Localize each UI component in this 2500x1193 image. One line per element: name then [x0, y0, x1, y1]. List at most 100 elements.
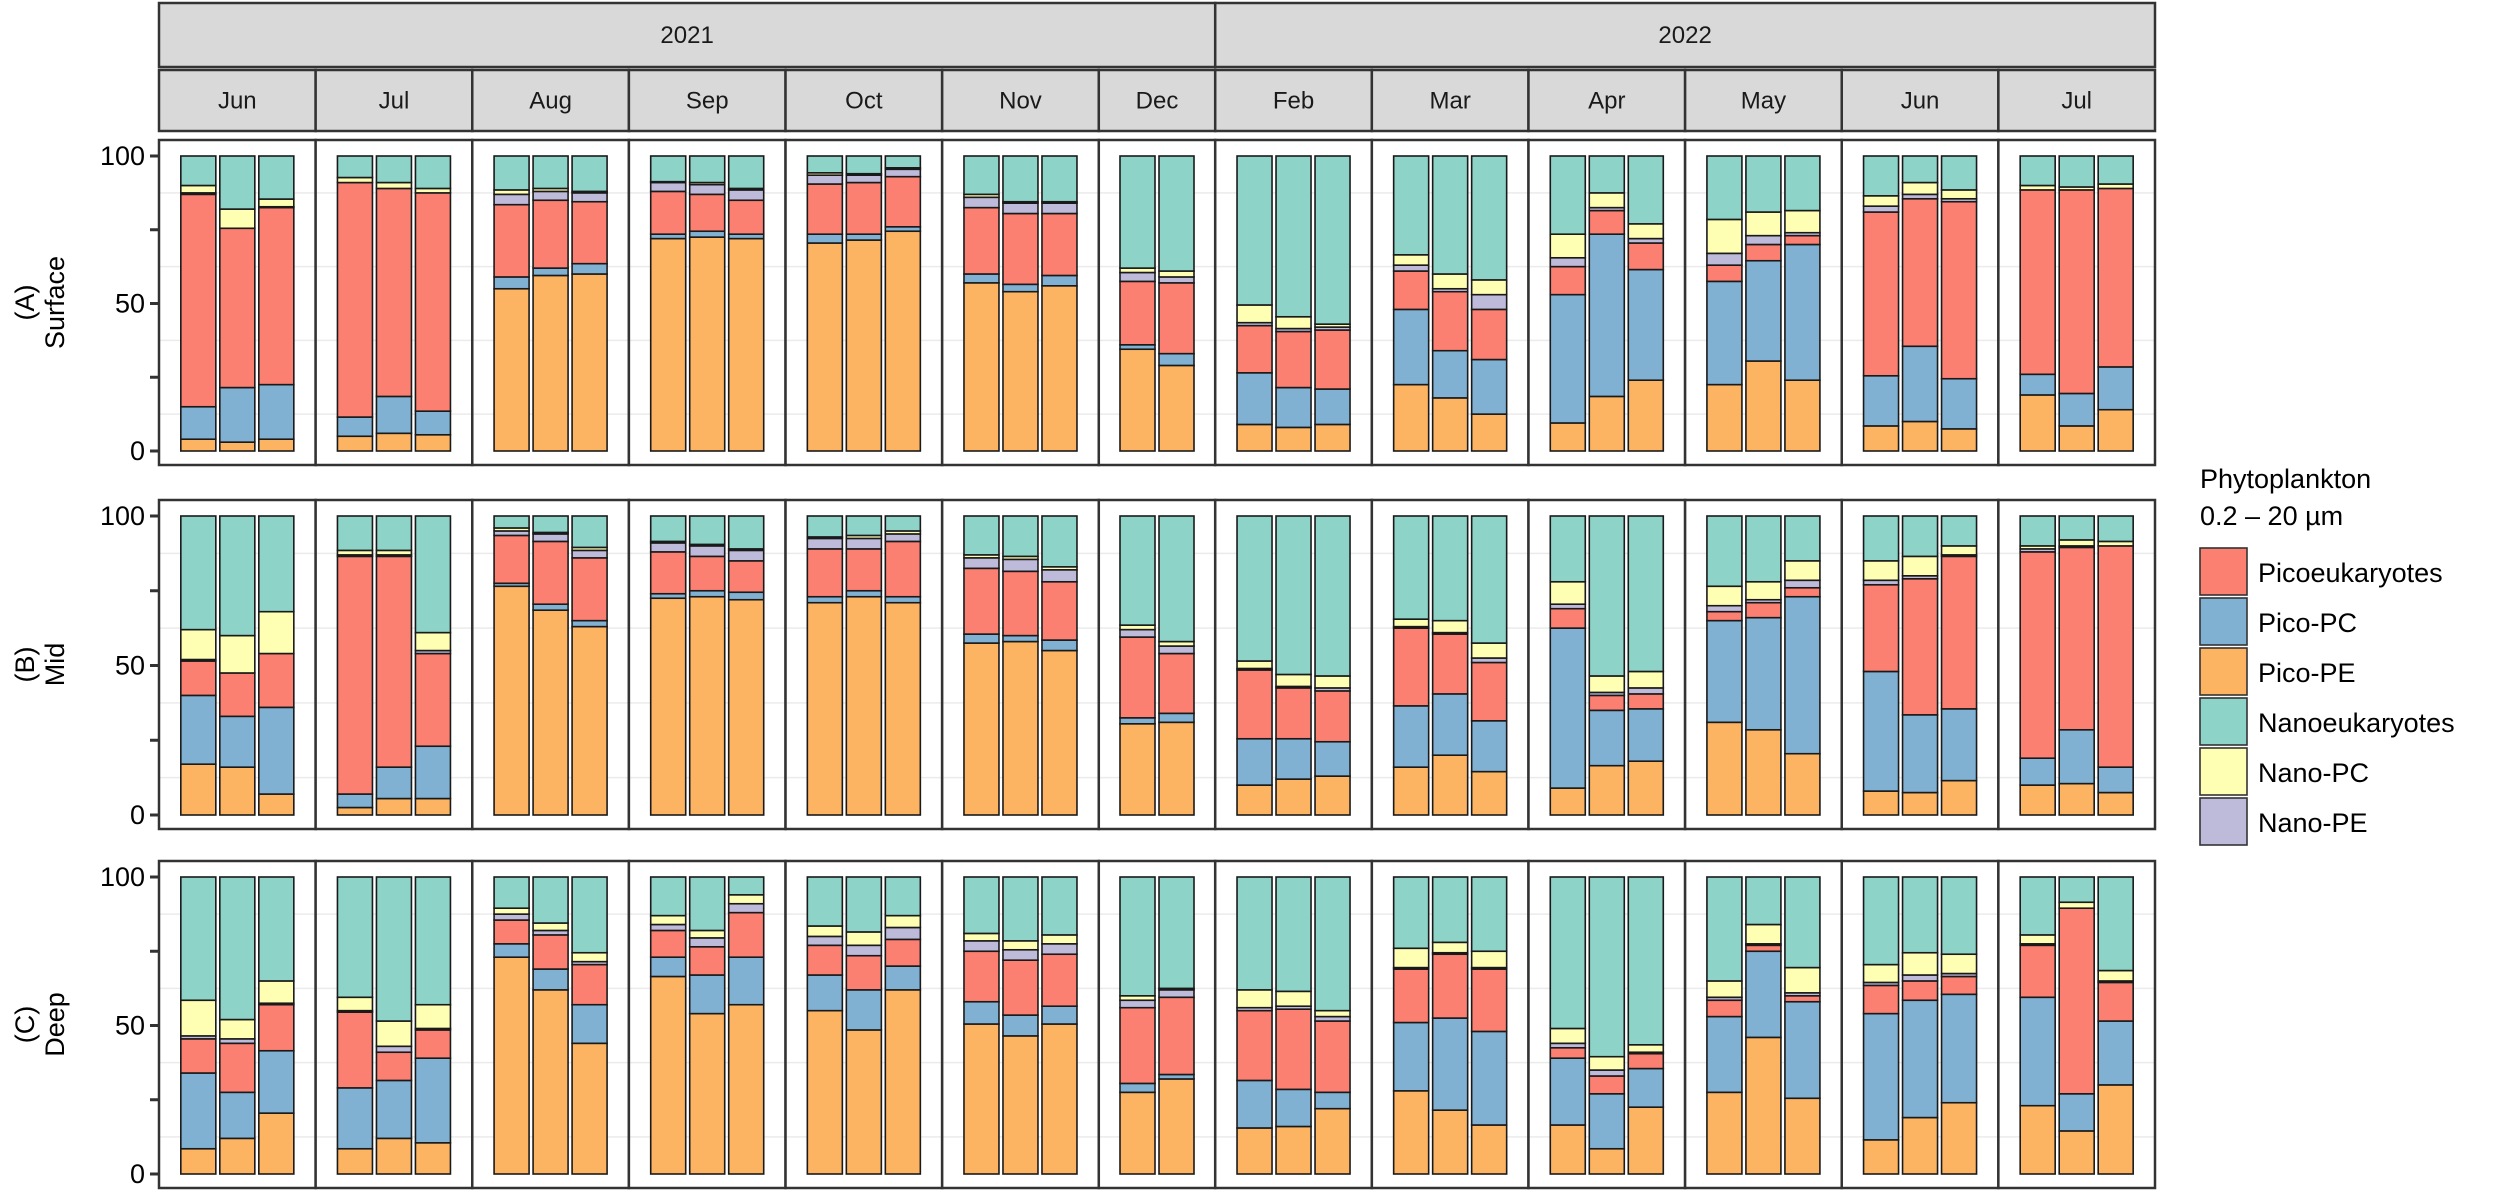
bar-segment-nano-pc	[1236, 660, 1273, 670]
bar-segment-pico-pe	[1784, 752, 1821, 816]
bar	[1901, 876, 1939, 1175]
bar-segment-pico-pe	[1470, 1124, 1508, 1175]
bar-segment-nanoeukaryotes	[336, 155, 374, 179]
y-tick-label: 0	[130, 800, 145, 830]
bar-segment-pico-pe	[1431, 397, 1469, 452]
bar-segment-nanoeukaryotes	[2019, 515, 2056, 547]
bar-segment-pico-pe	[1392, 766, 1430, 816]
bar	[1119, 155, 1156, 452]
bar-segment-nano-pe	[532, 533, 569, 543]
panel-jun	[1840, 859, 2000, 1190]
panel-bg	[1098, 861, 1216, 1188]
bar-segment-pico-pc	[493, 943, 530, 958]
bar	[1002, 876, 1039, 1175]
bar-segment-nanoeukaryotes	[845, 876, 883, 933]
month-strip: Feb	[1213, 68, 1374, 133]
bar-segment-pico-pc	[1392, 705, 1430, 768]
bar-segment-pico-pc	[1431, 693, 1469, 757]
bar-segment-pico-pe	[1549, 1124, 1587, 1175]
bar-segment-picoeukaryotes	[336, 555, 374, 795]
bar-segment-pico-pe	[180, 1147, 217, 1175]
bar-segment-pico-pc	[2097, 1020, 2134, 1086]
month-strip-bg	[1527, 68, 1687, 133]
bar-segment-nano-pe	[649, 542, 687, 553]
bar-segment-pico-pc	[1549, 293, 1587, 424]
bar-segment-nanoeukaryotes	[2058, 515, 2095, 541]
bar-segment-pico-pc	[727, 591, 765, 601]
bar	[649, 515, 687, 816]
bar-segment-nanoeukaryotes	[2058, 155, 2095, 188]
bar-segment-picoeukaryotes	[884, 175, 922, 228]
bar-segment-pico-pe	[845, 239, 883, 452]
bar-segment-pico-pc	[414, 745, 452, 800]
bar-segment-pico-pc	[1275, 1088, 1312, 1128]
bar	[1549, 515, 1587, 816]
bar	[2019, 515, 2056, 816]
bar	[532, 876, 569, 1175]
legend-item: Nano-PC	[2199, 747, 2369, 796]
bar-segment-nano-pc	[180, 999, 217, 1037]
bar-segment-pico-pe	[1470, 770, 1508, 816]
bar	[1706, 876, 1743, 1175]
bar-segment-pico-pc	[688, 230, 726, 238]
bar-segment-nano-pc	[375, 1020, 413, 1048]
bar-segment-nano-pc	[1627, 670, 1665, 689]
panel-sep	[627, 138, 787, 467]
bar-segment-pico-pc	[180, 405, 217, 441]
bar-segment-nanoeukaryotes	[1940, 876, 1978, 956]
bar-segment-nanoeukaryotes	[1158, 876, 1195, 990]
bar-segment-pico-pe	[1706, 1091, 1743, 1175]
bar-segment-nanoeukaryotes	[1901, 155, 1939, 184]
bar-segment-pico-pe	[1158, 721, 1195, 816]
bar	[1275, 155, 1312, 452]
panel-mar	[1370, 859, 1530, 1190]
bar-segment-nano-pe	[493, 193, 530, 206]
bar-segment-pico-pe	[1549, 787, 1587, 816]
bar-segment-picoeukaryotes	[493, 203, 530, 278]
bar-segment-pico-pe	[258, 1112, 295, 1175]
bar-segment-nano-pe	[806, 935, 844, 947]
bar-segment-pico-pe	[1862, 790, 1900, 816]
bar	[219, 515, 256, 816]
month-strip: Jul	[1997, 68, 2157, 133]
bar-segment-picoeukaryotes	[1862, 211, 1900, 377]
bar	[1706, 515, 1743, 816]
bar-segment-pico-pe	[1236, 1127, 1273, 1175]
bar-segment-picoeukaryotes	[336, 181, 374, 418]
bar-segment-nano-pe	[1119, 999, 1156, 1009]
legend-swatch	[2199, 547, 2248, 596]
bar-segment-picoeukaryotes	[1470, 308, 1508, 361]
bar-segment-picoeukaryotes	[806, 944, 844, 976]
bar-segment-pico-pc	[688, 974, 726, 1015]
bar-segment-picoeukaryotes	[1901, 197, 1939, 348]
bar-segment-pico-pc	[1392, 308, 1430, 386]
bar	[336, 876, 374, 1175]
bar	[180, 155, 217, 452]
bar	[845, 155, 883, 452]
bar-segment-pico-pe	[649, 975, 687, 1175]
bar-segment-pico-pe	[1901, 420, 1939, 452]
bar-segment-nano-pe	[845, 174, 883, 184]
bar-segment-nano-pc	[1940, 953, 1978, 975]
bar-segment-pico-pc	[1002, 1014, 1039, 1037]
bar	[1392, 876, 1430, 1175]
row-letter: (C)	[10, 1006, 40, 1043]
bar-segment-nano-pc	[1901, 555, 1939, 577]
bar-segment-nano-pe	[688, 545, 726, 558]
bar-segment-pico-pe	[571, 1042, 608, 1175]
bar-segment-picoeukaryotes	[1784, 586, 1821, 598]
bar-segment-pico-pe	[532, 989, 569, 1175]
bar	[1784, 876, 1821, 1175]
bar-segment-nanoeukaryotes	[1275, 876, 1312, 993]
panel-jul	[1997, 138, 2157, 467]
bar-segment-picoeukaryotes	[1784, 994, 1821, 1003]
bar-segment-pico-pc	[1431, 349, 1469, 399]
bar-segment-nano-pc	[884, 914, 922, 929]
bar-segment-pico-pc	[1627, 1067, 1665, 1108]
bar-segment-pico-pc	[375, 395, 413, 435]
panel-may	[1683, 498, 1843, 831]
bar-segment-pico-pc	[571, 619, 608, 628]
bar-segment-nanoeukaryotes	[1549, 515, 1587, 583]
bar-segment-pico-pc	[1706, 280, 1743, 386]
bar	[2097, 515, 2134, 816]
